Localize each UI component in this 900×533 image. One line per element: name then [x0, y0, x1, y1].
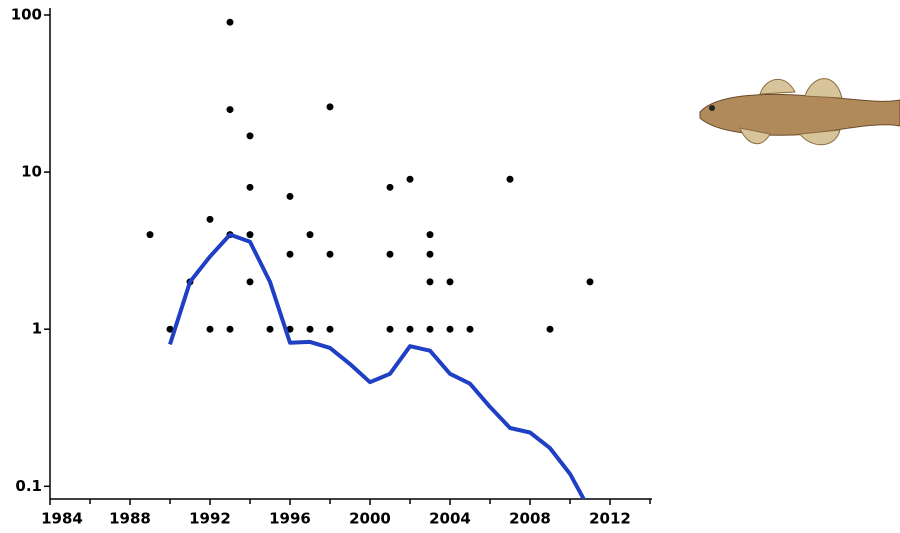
point	[226, 325, 234, 333]
point	[286, 325, 294, 333]
x-tick-label: 1992	[189, 510, 231, 528]
point	[286, 192, 294, 200]
point	[326, 103, 334, 111]
point	[386, 250, 394, 258]
point	[406, 175, 414, 183]
y-tick-label: 0.1	[15, 477, 42, 495]
point	[406, 325, 414, 333]
plot-area	[146, 18, 594, 499]
fish-illustration	[699, 78, 900, 146]
point	[326, 325, 334, 333]
point	[286, 250, 294, 258]
point	[426, 325, 434, 333]
point	[306, 231, 314, 239]
point	[426, 250, 434, 258]
x-tick-label: 1988	[109, 510, 151, 528]
point	[326, 250, 334, 258]
point	[586, 278, 594, 286]
x-tick-label: 2004	[429, 510, 471, 528]
point	[426, 278, 434, 286]
x-tick-label: 2012	[589, 510, 631, 528]
y-tick-label: 10	[21, 163, 42, 181]
point	[386, 183, 394, 191]
x-tick-label: 1984	[41, 510, 83, 528]
x-tick-label: 1996	[269, 510, 311, 528]
point	[246, 183, 254, 191]
point	[226, 18, 234, 26]
x-tick-label: 2000	[349, 510, 391, 528]
y-tick-label: 1	[32, 320, 42, 338]
point	[146, 231, 154, 239]
point	[206, 215, 214, 223]
point	[466, 325, 474, 333]
point	[506, 175, 514, 183]
point	[246, 231, 254, 239]
point	[546, 325, 554, 333]
point	[306, 325, 314, 333]
point	[386, 325, 394, 333]
point	[206, 325, 214, 333]
trend-line	[168, 232, 586, 499]
point	[266, 325, 274, 333]
point	[246, 132, 254, 140]
point	[166, 325, 174, 333]
point	[446, 325, 454, 333]
x-tick-label: 2008	[509, 510, 551, 528]
point	[446, 278, 454, 286]
point	[426, 231, 434, 239]
point	[246, 278, 254, 286]
y-tick-label: 100	[11, 6, 42, 24]
point	[226, 106, 234, 114]
